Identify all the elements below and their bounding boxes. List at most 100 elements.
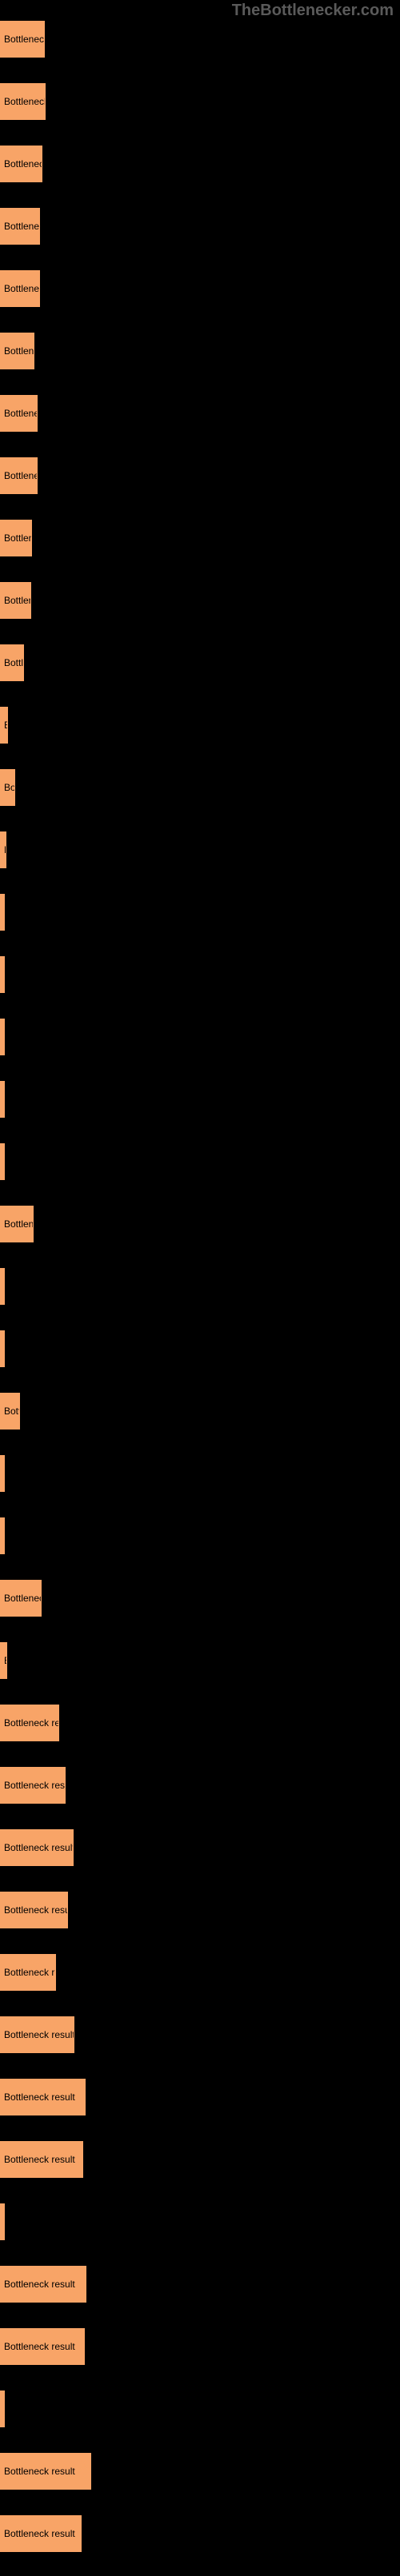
bar-row: Bottleneck result: [0, 2015, 400, 2055]
bar-row: Bottleneck result: [0, 331, 400, 371]
bar-label: Bottleneck result: [4, 2154, 75, 2165]
bar-row: Bottleneck result: [0, 1453, 400, 1493]
bar-row: Bottleneck result: [0, 2389, 400, 2429]
bar-label: Bottleneck result: [4, 969, 5, 980]
bar-label: Bottleneck result: [4, 2029, 74, 2040]
bar-row: Bottleneck result: [0, 1142, 400, 1182]
bar-row: Bottleneck result: [0, 393, 400, 433]
bar-row: Bottleneck result: [0, 955, 400, 995]
bar-row: Bottleneck result: [0, 206, 400, 246]
bar-label: Bottleneck result: [4, 1904, 68, 1916]
bar-row: Bottleneck result: [0, 1266, 400, 1306]
bar-row: Bottleneck result: [0, 1641, 400, 1681]
bar: Bottleneck result: [0, 1705, 59, 1741]
bar-label: Bottleneck result: [4, 96, 46, 107]
bar-row: Bottleneck result: [0, 643, 400, 683]
bar: Bottleneck result: [0, 395, 38, 432]
bar-row: Bottleneck result: [0, 19, 400, 59]
bar-row: Bottleneck result: [0, 892, 400, 932]
bar: Bottleneck result: [0, 457, 38, 494]
bar-label: Bottleneck result: [4, 1842, 74, 1853]
bar: Bottleneck result: [0, 1081, 5, 1118]
bar: Bottleneck result: [0, 2328, 85, 2365]
bar: Bottleneck result: [0, 1892, 68, 1928]
bar-chart: Bottleneck result Bottleneck result Bottle…: [0, 19, 400, 2576]
bar: Bottleneck result: [0, 520, 32, 556]
bar-label: Bottleneck result: [4, 532, 32, 544]
bar-row: Bottleneck result: [0, 2514, 400, 2554]
bar: Bottleneck result: [0, 1580, 42, 1617]
bar: Bottleneck result: [0, 1767, 66, 1804]
bar-row: Bottleneck result: [0, 768, 400, 807]
bar-row: Bottleneck result: [0, 1952, 400, 1992]
bar-label: Bottleneck result: [4, 595, 31, 606]
bar-label: Bottleneck result: [4, 1343, 5, 1354]
bar: Bottleneck result: [0, 270, 40, 307]
bar-label: Bottleneck result: [4, 1717, 59, 1729]
bar-label: Bottleneck result: [4, 2279, 75, 2290]
bar: Bottleneck result: [0, 582, 31, 619]
bar-label: Bottleneck result: [4, 221, 40, 232]
bar: Bottleneck result: [0, 1330, 5, 1367]
bar: Bottleneck result: [0, 2515, 82, 2552]
bar-row: Bottleneck result: [0, 1516, 400, 1556]
bar: Bottleneck result: [0, 1206, 34, 1242]
bar: Bottleneck result: [0, 1143, 5, 1180]
bar-label: Bottleneck result: [4, 408, 38, 419]
bar-label: Bottleneck result: [4, 907, 5, 918]
bar: Bottleneck result: [0, 21, 45, 58]
bar-row: Bottleneck result: [0, 82, 400, 122]
bar: Bottleneck result: [0, 1829, 74, 1866]
bar: Bottleneck result: [0, 2453, 91, 2490]
bar-row: Bottleneck result: [0, 2202, 400, 2242]
bar: Bottleneck result: [0, 1019, 5, 1055]
bar-row: Bottleneck result: [0, 1703, 400, 1743]
bar-label: Bottleneck result: [4, 1156, 5, 1167]
bar: Bottleneck result: [0, 2203, 5, 2240]
bar-label: Bottleneck result: [4, 283, 40, 294]
bar: Bottleneck result: [0, 831, 6, 868]
bar-row: Bottleneck result: [0, 705, 400, 745]
bar: Bottleneck result: [0, 707, 8, 744]
bar-label: Bottleneck result: [4, 720, 8, 731]
bar-label: Bottleneck result: [4, 1031, 5, 1043]
bar: Bottleneck result: [0, 894, 5, 931]
bar-row: Bottleneck result: [0, 580, 400, 620]
bar: Bottleneck result: [0, 2266, 86, 2303]
bar-row: Bottleneck result: [0, 1765, 400, 1805]
bar-row: Bottleneck result: [0, 1204, 400, 1244]
bar: Bottleneck result: [0, 333, 34, 369]
bar-label: Bottleneck result: [4, 657, 24, 668]
bar-label: Bottleneck result: [4, 1530, 5, 1541]
bar: Bottleneck result: [0, 1455, 5, 1492]
bar: Bottleneck result: [0, 956, 5, 993]
bar-row: Bottleneck result: [0, 456, 400, 496]
bar-row: Bottleneck result: [0, 1017, 400, 1057]
bar: Bottleneck result: [0, 146, 42, 182]
bar: Bottleneck result: [0, 1268, 5, 1305]
bar-row: Bottleneck result: [0, 144, 400, 184]
bar-label: Bottleneck result: [4, 158, 42, 169]
bar: Bottleneck result: [0, 2079, 86, 2115]
bar-label: Bottleneck result: [4, 1218, 34, 1230]
bar: Bottleneck result: [0, 1954, 56, 1991]
bar-row: Bottleneck result: [0, 2139, 400, 2179]
bar-label: Bottleneck result: [4, 1406, 20, 1417]
bar-row: Bottleneck result: [0, 1578, 400, 1618]
bar-row: Bottleneck result: [0, 2077, 400, 2117]
bar-row: Bottleneck result: [0, 1329, 400, 1369]
bar-label: Bottleneck result: [4, 1593, 42, 1604]
bar-label: Bottleneck result: [4, 345, 34, 357]
bar-row: Bottleneck result: [0, 269, 400, 309]
bar-row: Bottleneck result: [0, 1391, 400, 1431]
bar-label: Bottleneck result: [4, 1655, 7, 1666]
bar: Bottleneck result: [0, 644, 24, 681]
bar: Bottleneck result: [0, 769, 15, 806]
bar-row: Bottleneck result: [0, 1079, 400, 1119]
bar-label: Bottleneck result: [4, 1780, 66, 1791]
bar-label: Bottleneck result: [4, 844, 6, 855]
bar-label: Bottleneck result: [4, 34, 45, 45]
bar-label: Bottleneck result: [4, 2528, 75, 2539]
watermark-text: TheBottlenecker.com: [232, 2, 394, 20]
bar-row: Bottleneck result: [0, 518, 400, 558]
